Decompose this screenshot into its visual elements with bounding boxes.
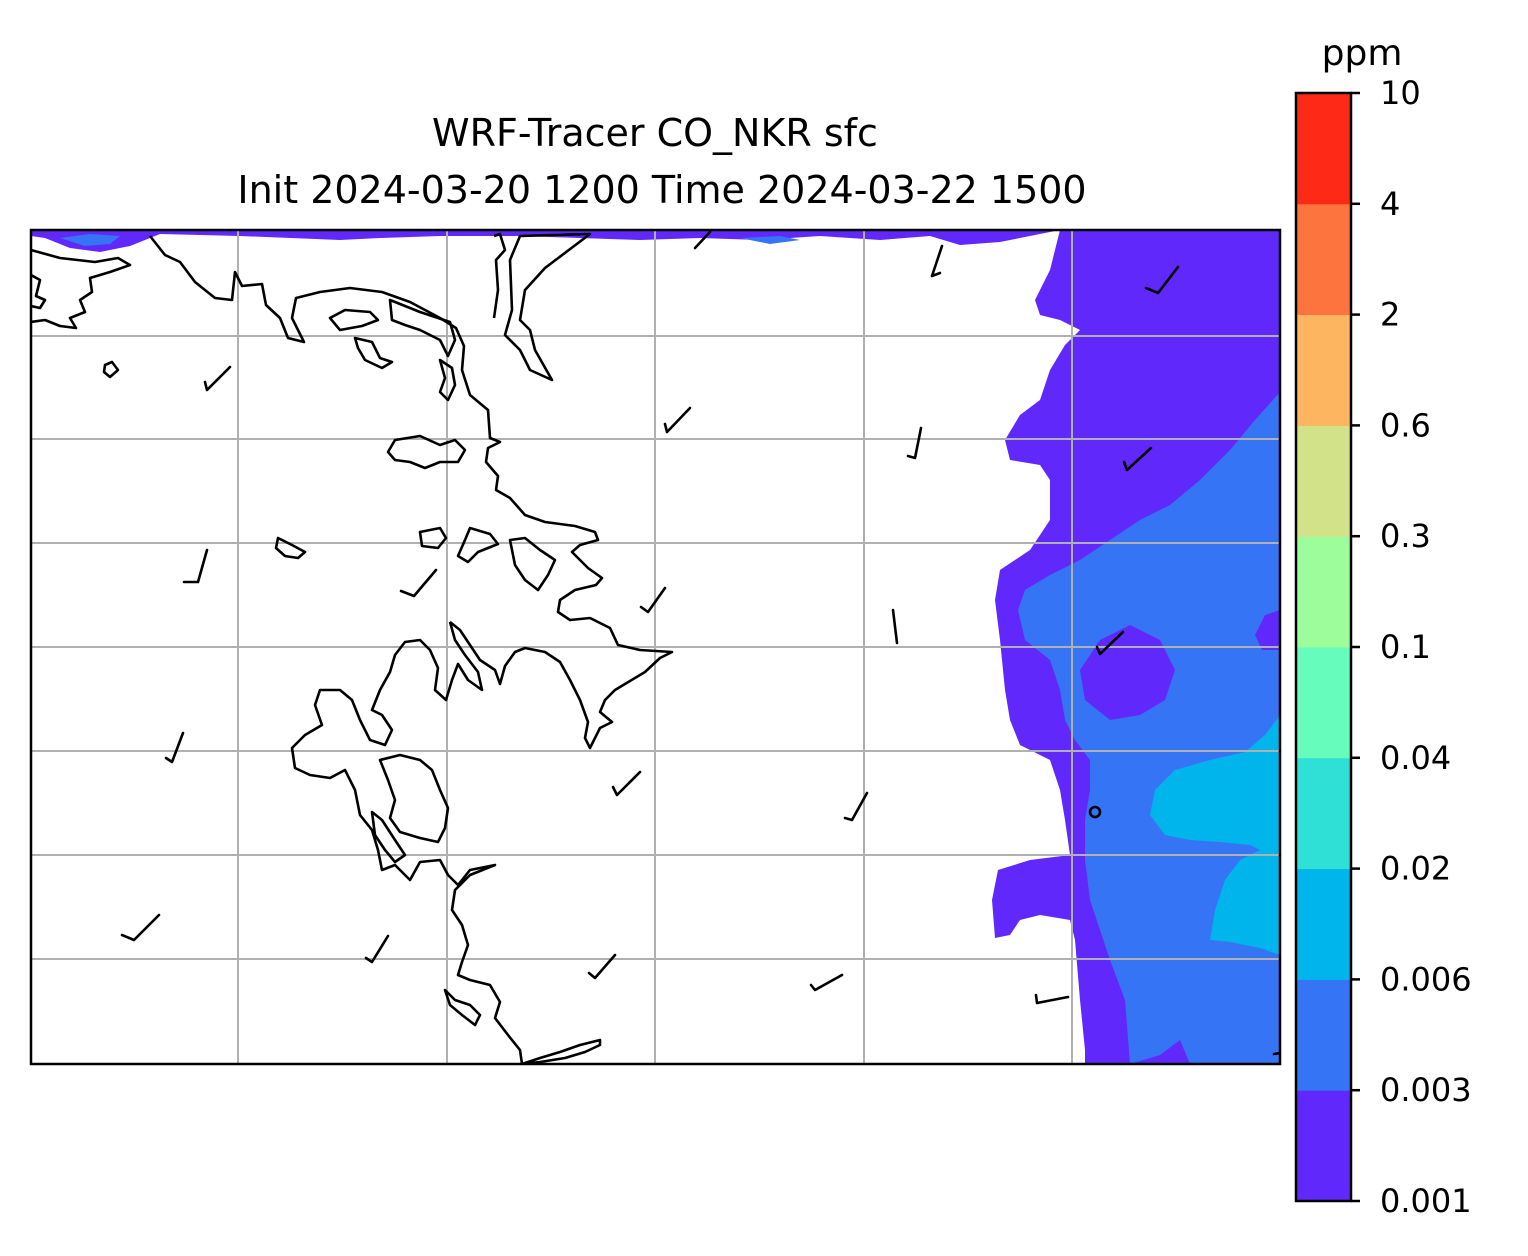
wind-barb xyxy=(693,230,712,250)
colorbar-band xyxy=(1296,203,1351,316)
colorbar-tick-label: 0.02 xyxy=(1380,850,1451,888)
contour-band-0006-edge xyxy=(1272,860,1280,900)
colorbar-band xyxy=(1296,1090,1351,1202)
wind-barb xyxy=(906,426,923,460)
wind-barb xyxy=(1095,630,1125,656)
coastline-inner-1 xyxy=(328,308,380,332)
contour-band-0001-bottom xyxy=(1130,1040,1190,1064)
coastline-northwest-2 xyxy=(31,273,47,310)
coastlines xyxy=(31,232,1102,1064)
coastline-middle-3 xyxy=(456,526,500,564)
coastline-south-inner xyxy=(378,753,450,844)
wind-barb xyxy=(120,913,161,942)
colorbar-tick-label: 10 xyxy=(1380,74,1421,112)
wind-barb xyxy=(364,934,390,964)
coastline-south-west-lobe xyxy=(443,988,482,1027)
wind-barb xyxy=(203,365,232,392)
colorbar-band xyxy=(1296,314,1351,426)
wind-barb xyxy=(1122,446,1153,472)
colorbar-tick-label: 0.003 xyxy=(1380,1071,1472,1109)
colorbar-tick-label: 0.6 xyxy=(1380,406,1431,444)
wind-barb xyxy=(843,791,869,822)
colorbar-band xyxy=(1296,868,1351,980)
colorbar-band xyxy=(1296,647,1351,759)
colorbar-band xyxy=(1296,757,1351,870)
colorbar-tick-label: 0.1 xyxy=(1380,628,1431,666)
contour-band-0006-east xyxy=(1150,715,1280,955)
colorbar-tick-label: 0.006 xyxy=(1380,960,1472,998)
colorbar-tick-label: 0.3 xyxy=(1380,517,1431,555)
contour-band-0001-east-edge xyxy=(1255,610,1280,650)
colorbar-tick-label: 2 xyxy=(1380,296,1400,334)
wind-barb xyxy=(587,953,617,980)
coastline-middle-2 xyxy=(418,526,448,550)
colorbar-unit: ppm xyxy=(1322,33,1403,74)
wind-barb xyxy=(663,406,692,434)
colorbar-bands xyxy=(1296,93,1351,1202)
coastline-inner-3 xyxy=(353,336,394,370)
wind-barbs xyxy=(120,230,1280,1056)
coastline-main-south xyxy=(290,621,524,1064)
map-frame xyxy=(29,228,1282,1066)
gridlines xyxy=(31,230,1280,1064)
coastline-inner-4 xyxy=(438,358,457,402)
title-line-1: WRF-Tracer CO_NKR sfc xyxy=(432,111,878,155)
contour-band-0003-east xyxy=(1018,392,1280,1064)
coastline-east-island xyxy=(1088,805,1102,819)
colorbar-band xyxy=(1296,979,1351,1091)
wind-barb xyxy=(930,244,944,278)
colorbar-band xyxy=(1296,536,1351,648)
contour-band-0003-top xyxy=(60,234,120,246)
wind-barb xyxy=(809,973,844,992)
wind-barb xyxy=(639,586,667,614)
colorbar-tick-label: 4 xyxy=(1380,185,1400,223)
coastline-inner-2 xyxy=(388,298,457,358)
colorbar-band xyxy=(1296,425,1351,537)
wind-barb xyxy=(611,770,642,797)
wind-barb xyxy=(399,568,438,598)
coastline-middle-4 xyxy=(508,536,557,592)
wind-barb xyxy=(164,731,185,764)
map-panel xyxy=(31,230,1280,1064)
coastline-south-inner-2 xyxy=(370,810,407,864)
colorbar-ticks: 0.001 0.003 0.006 0.02 0.04 0.1 0.3 0.6 2 4 10 xyxy=(1351,74,1472,1220)
colorbar-tick-label: 0.001 xyxy=(1380,1182,1472,1220)
colorbar-tick-label: 0.04 xyxy=(1380,739,1451,777)
coastline-inlet-north-2 xyxy=(503,232,592,382)
colorbar-band xyxy=(1296,93,1351,205)
contour-band-0003-top2 xyxy=(740,236,800,244)
coastline-northwest xyxy=(31,248,132,330)
wind-barb xyxy=(1144,265,1180,295)
coastline-middle-1 xyxy=(386,434,467,470)
coastline-inlet-north xyxy=(492,232,507,319)
contour-band-0001-top xyxy=(31,230,1060,252)
coastline-south-east xyxy=(520,1038,602,1064)
title-line-2: Init 2024-03-20 1200 Time 2024-03-22 150… xyxy=(237,168,1086,212)
wind-barb xyxy=(1034,993,1070,1005)
colorbar: 0.001 0.003 0.006 0.02 0.04 0.1 0.3 0.6 2 4 10 ppm xyxy=(1294,33,1472,1220)
wind-barb xyxy=(182,548,209,584)
coastline-island-1 xyxy=(102,360,120,379)
coastline-island-2 xyxy=(274,536,307,560)
wind-barb xyxy=(891,608,899,645)
coastline-main-north xyxy=(148,235,674,750)
